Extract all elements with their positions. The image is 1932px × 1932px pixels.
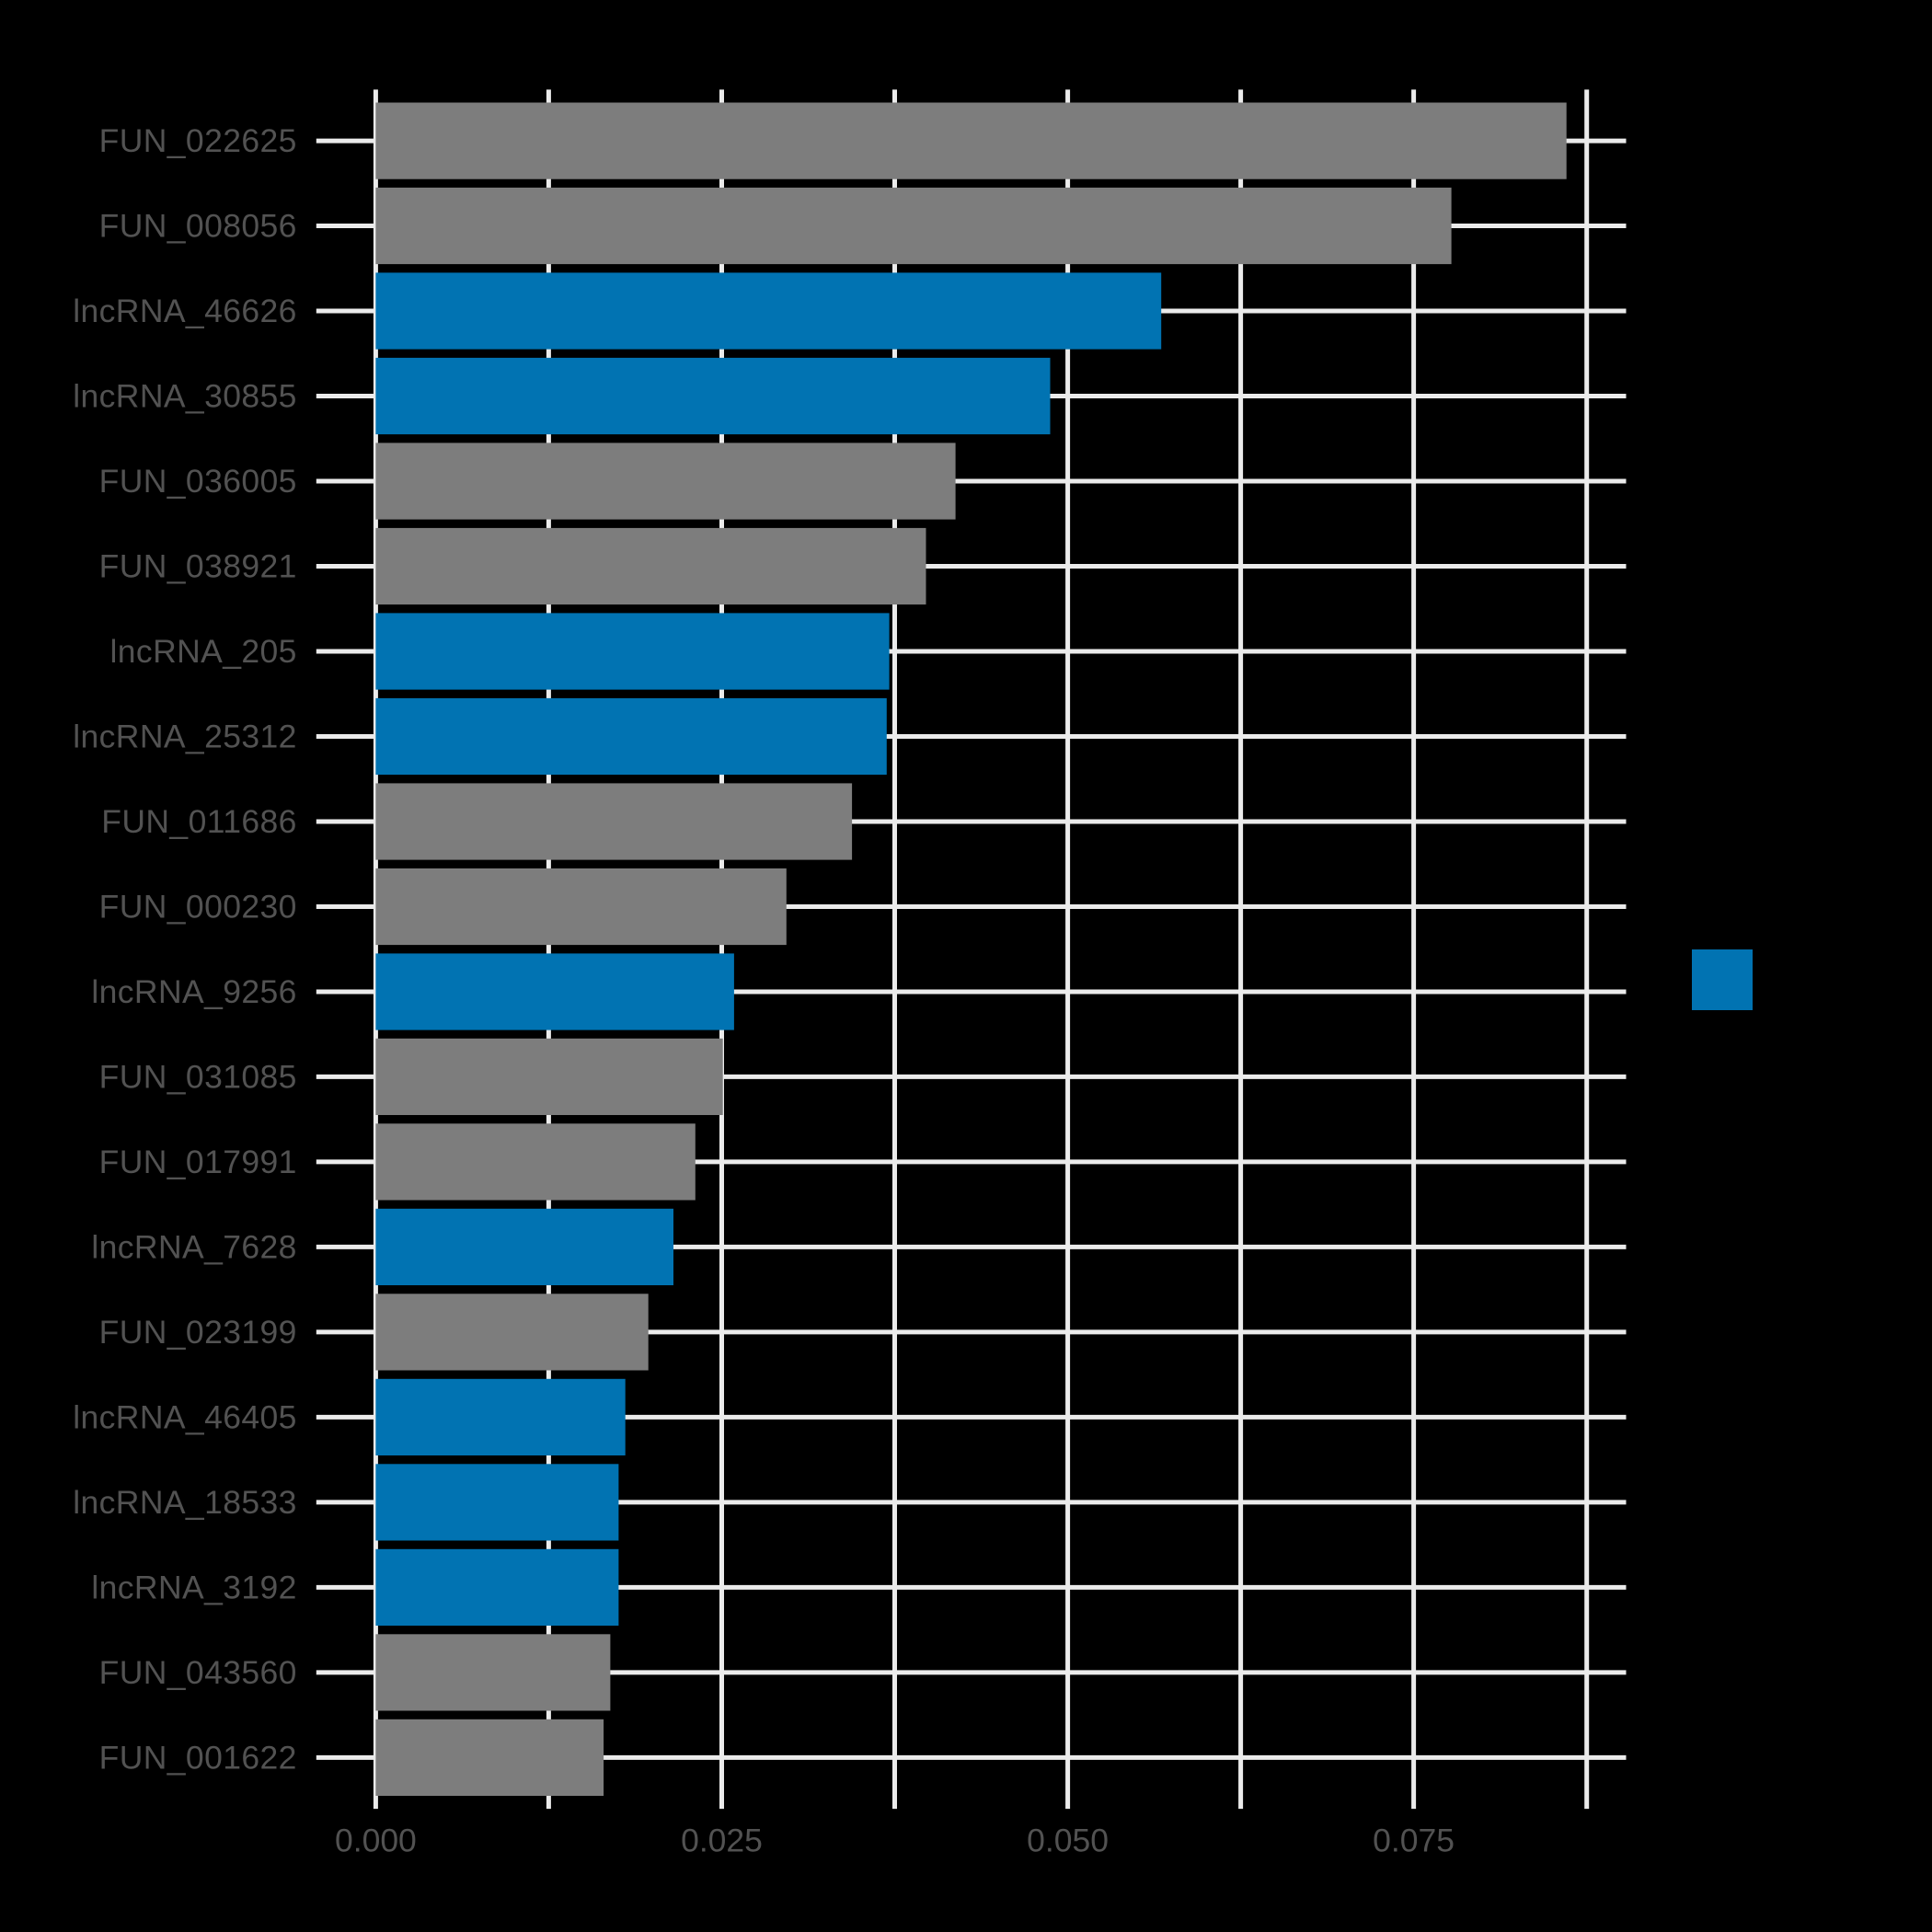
svg-text:FUN_031085: FUN_031085 (99, 1059, 297, 1096)
svg-text:FUN_000230: FUN_000230 (99, 889, 297, 926)
svg-text:FUN_022625: FUN_022625 (99, 122, 297, 159)
svg-text:lncRNA_7628: lncRNA_7628 (91, 1229, 296, 1266)
svg-text:FUN_036005: FUN_036005 (99, 463, 297, 500)
svg-text:lncRNA_9256: lncRNA_9256 (91, 973, 296, 1010)
svg-text:FUN_001622: FUN_001622 (99, 1740, 297, 1777)
svg-text:FUN_038921: FUN_038921 (99, 548, 297, 585)
svg-text:lncRNA_205: lncRNA_205 (109, 633, 296, 670)
svg-text:FUN_011686: FUN_011686 (101, 803, 297, 840)
svg-text:lncRNA_25312: lncRNA_25312 (73, 719, 297, 755)
svg-text:0.075: 0.075 (1373, 1822, 1455, 1858)
svg-text:lncRNA_18533: lncRNA_18533 (73, 1484, 297, 1521)
svg-text:lncRNA_46405: lncRNA_46405 (73, 1399, 297, 1436)
svg-text:FUN_043560: FUN_043560 (99, 1654, 297, 1691)
svg-text:lncRNA_46626: lncRNA_46626 (73, 293, 297, 329)
svg-text:FUN_017991: FUN_017991 (99, 1144, 297, 1180)
svg-text:lncRNA_30855: lncRNA_30855 (73, 378, 297, 415)
svg-text:0.025: 0.025 (681, 1822, 763, 1858)
svg-text:FUN_023199: FUN_023199 (99, 1314, 297, 1351)
svg-text:0.000: 0.000 (335, 1822, 417, 1858)
svg-text:0.050: 0.050 (1027, 1822, 1109, 1858)
svg-text:FUN_008056: FUN_008056 (99, 208, 297, 245)
svg-text:lncRNA_3192: lncRNA_3192 (91, 1570, 296, 1606)
